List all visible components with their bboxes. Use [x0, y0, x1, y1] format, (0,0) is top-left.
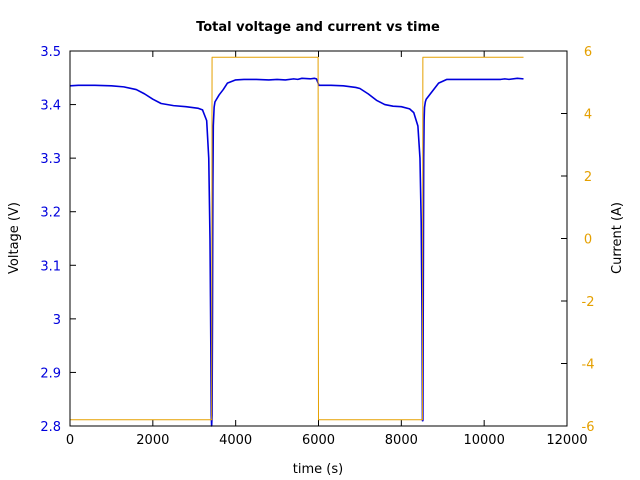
current-series-line — [70, 56, 524, 421]
chart-title: Total voltage and current vs time — [196, 20, 440, 35]
plot-frame — [69, 50, 568, 427]
y2-tick-label: -6 — [582, 420, 595, 435]
y2-tick-label: 2 — [584, 170, 592, 185]
y-tick-label: 3.4 — [40, 99, 61, 114]
x-tick-label: 2000 — [136, 433, 169, 448]
y-axis-label: Voltage (V) — [7, 202, 22, 274]
y-tick-label: 3 — [53, 313, 61, 328]
x-tick-label: 6000 — [302, 433, 335, 448]
y-tick-label: 3.3 — [40, 152, 61, 167]
y-tick-label: 3.1 — [40, 259, 61, 274]
ticks: 0 2000 4000 6000 8000 10000 12000 2.8 2.9 3 3.1 3.2… — [40, 45, 594, 448]
y2-tick-label: -4 — [582, 358, 595, 373]
x-tick-label: 8000 — [385, 433, 418, 448]
y2-axis-label: Current (A) — [610, 202, 625, 274]
x-tick-label: 12000 — [546, 433, 587, 448]
y-tick-label: 3.5 — [40, 45, 61, 60]
y-tick-label: 2.8 — [40, 420, 61, 435]
y2-tick-label: 4 — [584, 108, 592, 123]
y-tick-label: 3.2 — [40, 206, 61, 221]
voltage-series-line — [69, 77, 524, 427]
x-tick-label: 10000 — [463, 433, 504, 448]
y2-tick-label: -2 — [582, 295, 595, 310]
x-axis-label: time (s) — [293, 462, 343, 477]
x-tick-label: 4000 — [219, 433, 252, 448]
y2-tick-label: 6 — [584, 45, 592, 60]
plot-lines — [69, 56, 524, 427]
y2-tick-label: 0 — [584, 233, 592, 248]
x-tick-label: 0 — [66, 433, 74, 448]
y-tick-label: 2.9 — [40, 366, 61, 381]
